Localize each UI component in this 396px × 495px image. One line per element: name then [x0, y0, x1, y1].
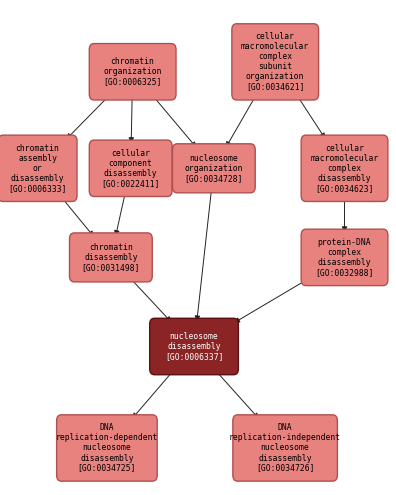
FancyBboxPatch shape [70, 233, 152, 282]
Text: chromatin
assembly
or
disassembly
[GO:0006333]: chromatin assembly or disassembly [GO:00… [8, 144, 67, 193]
FancyBboxPatch shape [150, 318, 238, 375]
Text: chromatin
disassembly
[GO:0031498]: chromatin disassembly [GO:0031498] [82, 243, 140, 272]
FancyBboxPatch shape [232, 24, 318, 100]
Text: cellular
component
disassembly
[GO:0022411]: cellular component disassembly [GO:00224… [101, 148, 160, 188]
FancyBboxPatch shape [57, 415, 157, 481]
Text: DNA
replication-independent
nucleosome
disassembly
[GO:0034726]: DNA replication-independent nucleosome d… [229, 423, 341, 473]
FancyBboxPatch shape [233, 415, 337, 481]
Text: protein-DNA
complex
disassembly
[GO:0032988]: protein-DNA complex disassembly [GO:0032… [315, 238, 374, 277]
Text: chromatin
organization
[GO:0006325]: chromatin organization [GO:0006325] [103, 57, 162, 86]
Text: cellular
macromolecular
complex
disassembly
[GO:0034623]: cellular macromolecular complex disassem… [310, 144, 379, 193]
Text: cellular
macromolecular
complex
subunit
organization
[GO:0034621]: cellular macromolecular complex subunit … [241, 32, 309, 92]
FancyBboxPatch shape [0, 135, 77, 201]
FancyBboxPatch shape [89, 44, 176, 100]
FancyBboxPatch shape [301, 135, 388, 201]
FancyBboxPatch shape [173, 144, 255, 193]
Text: nucleosome
disassembly
[GO:0006337]: nucleosome disassembly [GO:0006337] [165, 332, 223, 361]
FancyBboxPatch shape [89, 140, 172, 197]
Text: nucleosome
organization
[GO:0034728]: nucleosome organization [GO:0034728] [185, 154, 243, 183]
Text: DNA
replication-dependent
nucleosome
disassembly
[GO:0034725]: DNA replication-dependent nucleosome dis… [56, 423, 158, 473]
FancyBboxPatch shape [301, 229, 388, 286]
